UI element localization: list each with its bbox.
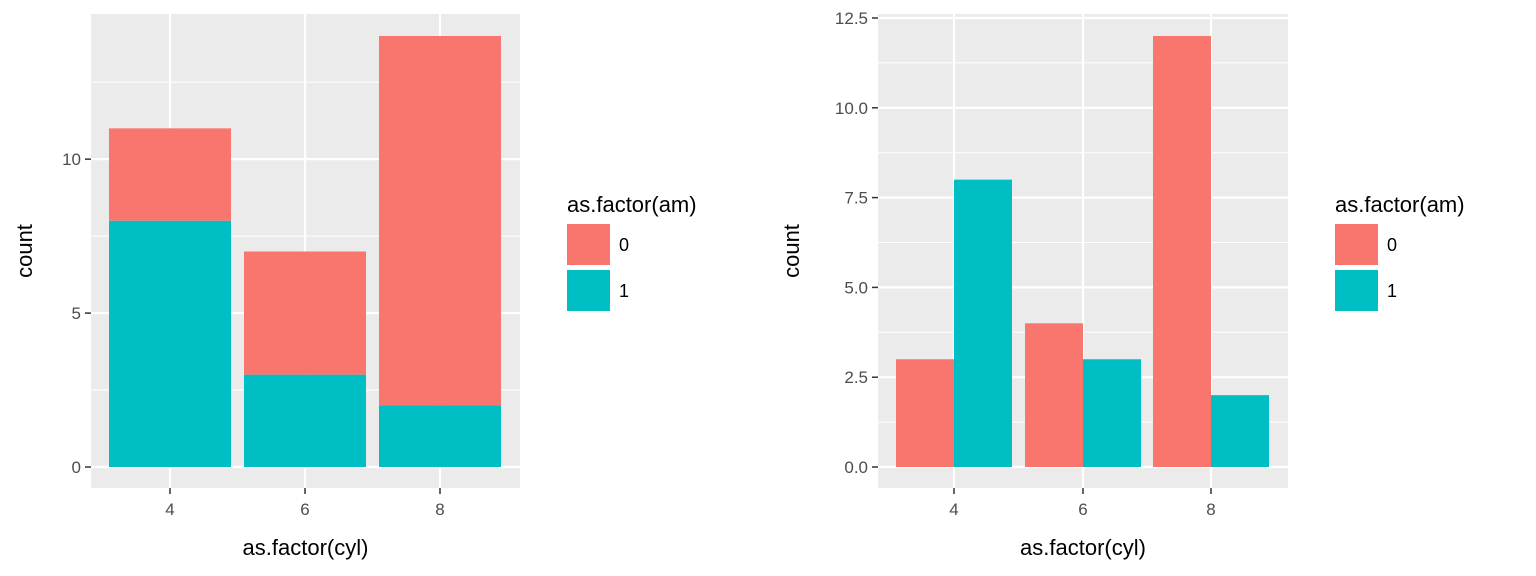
legend-label: 1 (1387, 281, 1397, 301)
x-tick-label: 4 (165, 500, 174, 519)
bar-am0-cyl4 (896, 359, 954, 467)
bar-am1-cyl6 (1083, 359, 1141, 467)
legend-label: 0 (619, 235, 629, 255)
bar-am1-cyl8 (379, 405, 501, 467)
legend: as.factor(am) 0 1 (567, 192, 697, 311)
bar-am1-cyl4 (109, 220, 231, 467)
dodged-bar-chart: 0.0 2.5 5.0 7.5 10.0 12.5 4 6 8 as.factor(cyl) cou… (779, 9, 1465, 560)
bar-am0-cyl6 (244, 251, 366, 375)
bar-am0-cyl4 (109, 128, 231, 221)
legend-key-am1 (1335, 270, 1378, 311)
bar-am1-cyl8 (1211, 395, 1269, 467)
legend-key-am0 (1335, 224, 1378, 265)
legend-title: as.factor(am) (1335, 192, 1465, 217)
y-axis-title: count (779, 224, 804, 278)
x-tick-label: 4 (949, 500, 958, 519)
y-tick-label: 10 (62, 150, 81, 169)
y-tick-label: 5.0 (844, 278, 868, 297)
legend: as.factor(am) 0 1 (1335, 192, 1465, 311)
x-axis-title: as.factor(cyl) (243, 535, 369, 560)
legend-key-am0 (567, 224, 610, 265)
x-tick-label: 6 (1078, 500, 1087, 519)
y-tick-label: 12.5 (835, 9, 868, 28)
x-tick-label: 6 (300, 500, 309, 519)
y-tick-label: 2.5 (844, 368, 868, 387)
legend-label: 0 (1387, 235, 1397, 255)
stacked-bar-chart: 0 5 10 4 6 8 as.factor(cyl) count as.factor(am) 0… (12, 14, 697, 560)
bar-am1-cyl4 (954, 179, 1012, 467)
y-axis-title: count (12, 224, 37, 278)
legend-label: 1 (619, 281, 629, 301)
x-tick-label: 8 (1206, 500, 1215, 519)
legend-title: as.factor(am) (567, 192, 697, 217)
bar-am0-cyl8 (379, 36, 501, 406)
bar-am1-cyl6 (244, 374, 366, 467)
legend-key-am1 (567, 270, 610, 311)
bar-am0-cyl8 (1153, 35, 1211, 468)
y-tick-label: 10.0 (835, 99, 868, 118)
x-tick-label: 8 (435, 500, 444, 519)
y-tick-label: 0.0 (844, 458, 868, 477)
x-axis-title: as.factor(cyl) (1020, 535, 1146, 560)
y-tick-label: 0 (72, 458, 81, 477)
y-tick-label: 7.5 (844, 189, 868, 208)
bar-am0-cyl6 (1025, 323, 1083, 467)
y-tick-label: 5 (72, 304, 81, 323)
